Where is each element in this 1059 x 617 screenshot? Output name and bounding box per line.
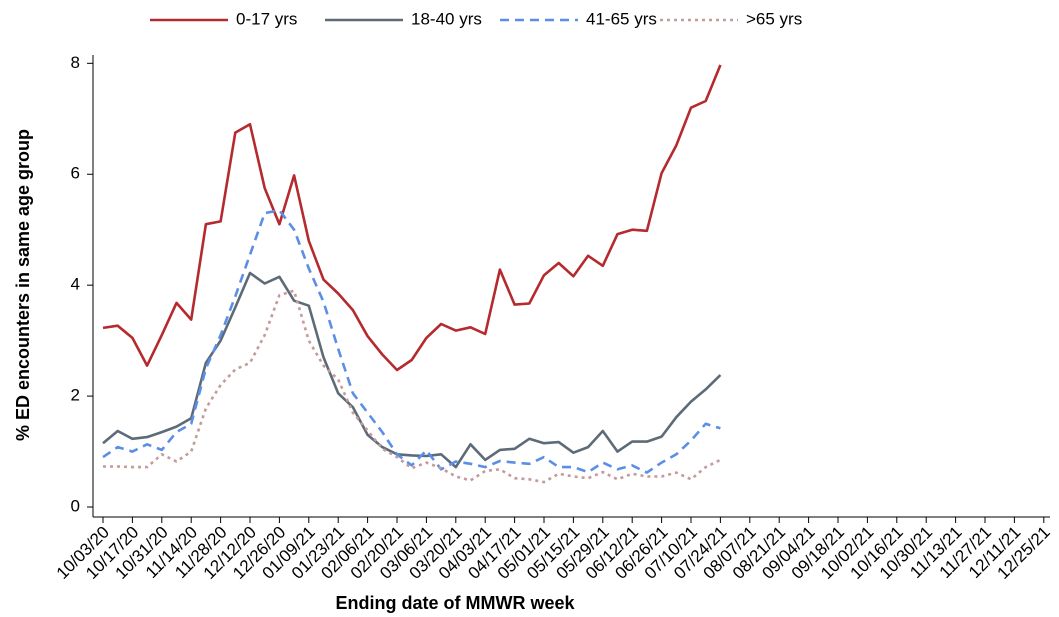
y-tick-label: 6	[71, 164, 80, 183]
y-tick-label: 8	[71, 53, 80, 72]
series-line	[102, 64, 722, 372]
series-line	[102, 271, 722, 469]
legend-label: >65 yrs	[746, 9, 802, 28]
series-line	[103, 289, 721, 484]
y-tick-label: 4	[71, 275, 80, 294]
legend-label: 0-17 yrs	[236, 9, 297, 28]
y-tick-label: 0	[71, 497, 80, 516]
series-line	[102, 209, 721, 474]
legend-label: 18-40 yrs	[411, 9, 482, 28]
x-axis-title: Ending date of MMWR week	[335, 593, 575, 613]
y-axis-title: % ED encounters in same age group	[13, 129, 33, 441]
y-tick-label: 2	[71, 386, 80, 405]
legend-label: 41-65 yrs	[586, 9, 657, 28]
